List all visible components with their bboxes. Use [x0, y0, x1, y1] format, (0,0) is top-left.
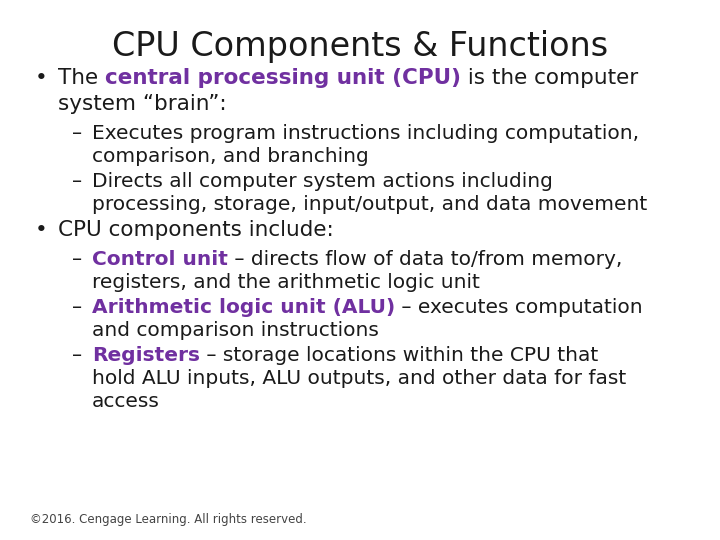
Text: comparison, and branching: comparison, and branching — [92, 147, 369, 166]
Text: hold ALU inputs, ALU outputs, and other data for fast: hold ALU inputs, ALU outputs, and other … — [92, 369, 626, 388]
Text: –: – — [72, 172, 82, 191]
Text: –: – — [72, 298, 82, 317]
Text: is the computer: is the computer — [461, 68, 638, 88]
Text: – directs flow of data to/from memory,: – directs flow of data to/from memory, — [228, 250, 622, 269]
Text: and comparison instructions: and comparison instructions — [92, 321, 379, 340]
Text: •: • — [35, 68, 48, 88]
Text: Control unit: Control unit — [92, 250, 228, 269]
Text: – executes computation: – executes computation — [395, 298, 643, 317]
Text: –: – — [72, 346, 82, 365]
Text: access: access — [92, 392, 160, 411]
Text: processing, storage, input/output, and data movement: processing, storage, input/output, and d… — [92, 195, 647, 214]
Text: – storage locations within the CPU that: – storage locations within the CPU that — [200, 346, 598, 365]
Text: system “brain”:: system “brain”: — [58, 94, 227, 114]
Text: central processing unit (CPU): central processing unit (CPU) — [105, 68, 461, 88]
Text: –: – — [72, 250, 82, 269]
Text: Directs all computer system actions including: Directs all computer system actions incl… — [92, 172, 553, 191]
Text: Registers: Registers — [92, 346, 200, 365]
Text: ©2016. Cengage Learning. All rights reserved.: ©2016. Cengage Learning. All rights rese… — [30, 513, 307, 526]
Text: registers, and the arithmetic logic unit: registers, and the arithmetic logic unit — [92, 273, 480, 292]
Text: CPU components include:: CPU components include: — [58, 220, 334, 240]
Text: •: • — [35, 220, 48, 240]
Text: The: The — [58, 68, 105, 88]
Text: Arithmetic logic unit (ALU): Arithmetic logic unit (ALU) — [92, 298, 395, 317]
Text: –: – — [72, 124, 82, 143]
Text: CPU Components & Functions: CPU Components & Functions — [112, 30, 608, 63]
Text: Executes program instructions including computation,: Executes program instructions including … — [92, 124, 639, 143]
